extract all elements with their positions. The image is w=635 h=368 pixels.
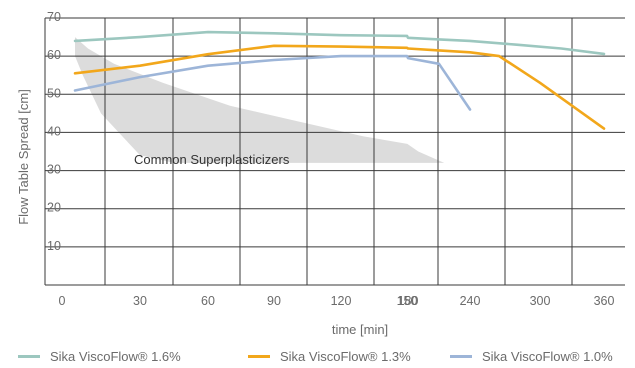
x-tick-label: 30 (133, 294, 147, 308)
legend-swatch-1-3 (248, 354, 270, 358)
legend-label-1-6: Sika ViscoFlow® 1.6% (50, 348, 181, 364)
x-tick-label: 150 (397, 294, 418, 308)
legend-item-1-3: Sika ViscoFlow® 1.3% (248, 346, 411, 366)
series-line-0 (73, 30, 606, 56)
y-tick-label: 50 (47, 86, 61, 100)
annotation-label: Common Superplasticizers (134, 152, 290, 167)
y-tick-label: 30 (47, 163, 61, 177)
series-layer (73, 30, 606, 130)
x-tick-label: 90 (267, 294, 281, 308)
y-tick-labels: 10 20 30 40 50 60 70 (47, 10, 61, 253)
band-layer (75, 37, 445, 163)
series-line-2 (73, 54, 472, 111)
legend-label-1-3: Sika ViscoFlow® 1.3% (280, 348, 411, 364)
y-tick-label: 10 (47, 239, 61, 253)
y-tick-label: 40 (47, 124, 61, 138)
y-tick-label: 70 (47, 10, 61, 24)
x-axis-label: time [min] (332, 322, 388, 337)
y-tick-label: 60 (47, 48, 61, 62)
x-tick-label: 180 (398, 294, 419, 308)
legend-swatch-1-0 (450, 354, 472, 358)
x-tick-label: 120 (331, 294, 352, 308)
legend-swatch-1-6 (18, 354, 40, 358)
x-tick-label: 0 (59, 294, 66, 308)
y-axis-label: Flow Table Spread [cm] (16, 89, 31, 225)
legend: Sika ViscoFlow® 1.6% Sika ViscoFlow® 1.3… (18, 346, 628, 366)
y-tick-label: 20 (47, 201, 61, 215)
legend-label-1-0: Sika ViscoFlow® 1.0% (482, 348, 613, 364)
x-tick-label: 60 (201, 294, 215, 308)
x-tick-label: 300 (530, 294, 551, 308)
x-tick-label: 240 (460, 294, 481, 308)
legend-item-1-6: Sika ViscoFlow® 1.6% (18, 346, 181, 366)
superplasticizer-band-0 (75, 37, 445, 163)
legend-item-1-0: Sika ViscoFlow® 1.0% (450, 346, 613, 366)
series-line-1 (73, 44, 606, 130)
x-tick-label: 360 (594, 294, 615, 308)
